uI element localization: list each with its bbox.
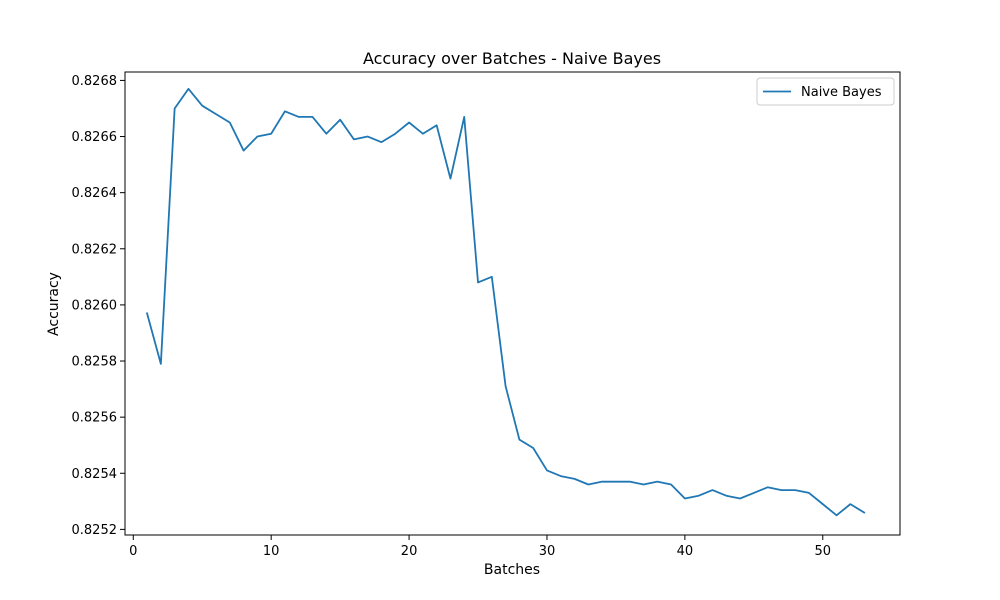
y-tick-label: 0.8258: [72, 355, 118, 370]
x-tick-label: 30: [539, 544, 556, 559]
y-axis-label: Accuracy: [46, 272, 62, 336]
legend: Naive Bayes: [756, 77, 895, 106]
y-axis-ticks: 0.8252 0.8254 0.8256 0.8258 0.8260 0.8262 0.82…: [72, 74, 125, 538]
x-tick-label: 50: [815, 544, 832, 559]
x-tick-label: 40: [677, 544, 694, 559]
y-tick-label: 0.8268: [72, 74, 118, 89]
x-tick-label: 20: [401, 544, 418, 559]
y-tick-label: 0.8264: [72, 186, 118, 201]
legend-box: [756, 77, 895, 106]
x-axis-label: Batches: [484, 562, 540, 578]
y-tick-label: 0.8266: [72, 130, 118, 145]
x-tick-label: 10: [263, 544, 280, 559]
chart-title: Accuracy over Batches - Naive Bayes: [363, 49, 661, 68]
y-tick-label: 0.8252: [72, 523, 118, 538]
y-tick-label: 0.8260: [72, 298, 118, 313]
x-tick-label: 0: [129, 544, 137, 559]
series-layer: [145, 87, 866, 517]
y-tick-label: 0.8254: [72, 467, 118, 482]
x-axis-ticks: 0 10 20 30 40 50: [129, 535, 831, 559]
y-tick-label: 0.8256: [72, 411, 118, 426]
y-tick-label: 0.8262: [72, 242, 118, 257]
legend-entry-label: Naive Bayes: [801, 85, 882, 100]
plot-frame: [124, 71, 901, 536]
plot-area: [124, 71, 901, 536]
series-line-0: [145, 87, 866, 517]
